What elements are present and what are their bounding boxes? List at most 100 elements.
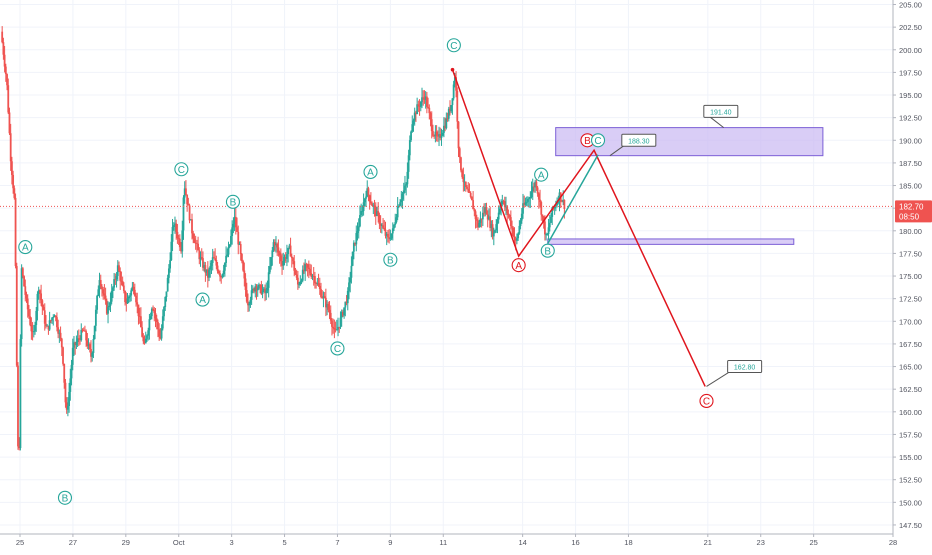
candle-body: [333, 328, 336, 330]
candle-body: [496, 219, 499, 225]
candle-body: [81, 329, 84, 331]
candle-body: [374, 207, 377, 217]
candle-body: [251, 288, 254, 291]
candle-body: [135, 295, 137, 303]
candle-body: [328, 309, 331, 313]
candle-body: [351, 251, 354, 266]
callout-layer: 191.40 188.30 162.80: [609, 104, 763, 387]
candle-body: [304, 263, 307, 272]
price-callout[interactable]: 188.30: [609, 133, 657, 157]
candle-body: [556, 202, 558, 206]
x-tick-label: 14: [518, 538, 526, 547]
candle-body: [99, 280, 102, 287]
candle-body: [541, 214, 544, 217]
candle-body: [270, 257, 273, 267]
candle-body: [526, 198, 529, 202]
candle-body: [199, 257, 202, 260]
candle-body: [449, 108, 451, 112]
price-callout[interactable]: 162.80: [706, 360, 763, 387]
candle-body: [52, 317, 55, 318]
candle-body: [86, 340, 89, 346]
candle-body: [340, 311, 343, 318]
candle-body: [171, 226, 174, 242]
candle-body: [247, 301, 249, 306]
wave-path-red[interactable]: [451, 69, 706, 387]
candle-body: [275, 243, 277, 246]
candle-body: [507, 213, 510, 216]
candle-body: [3, 54, 6, 67]
candle-body: [228, 244, 231, 247]
candle-body: [421, 97, 423, 102]
wave-label-green-c: C: [590, 133, 606, 148]
candle-body: [213, 257, 215, 259]
candle-body: [350, 265, 353, 278]
candle-body: [501, 201, 504, 205]
candle-body: [154, 313, 157, 319]
y-tick-label: 157.50: [899, 430, 922, 439]
candle-body: [537, 193, 540, 200]
x-tick-label: Oct: [173, 538, 186, 547]
candle-body: [292, 258, 294, 262]
wave-label-c-text: C: [450, 41, 457, 52]
candle-body: [120, 280, 123, 282]
candle-body: [372, 205, 375, 207]
callout-box: [727, 360, 763, 374]
candle-body: [249, 299, 252, 304]
candle-body: [306, 264, 309, 268]
wave-path-green[interactable]: [547, 154, 599, 244]
y-tick-label: 170.00: [899, 317, 922, 326]
candle-body: [262, 288, 265, 291]
candle-body: [382, 225, 384, 228]
candle-body: [84, 330, 86, 332]
candle-body: [88, 344, 91, 350]
candle-body: [219, 273, 221, 277]
candle-body: [322, 296, 325, 298]
candle-body: [158, 329, 161, 337]
candle-body: [181, 230, 184, 252]
candle-body: [122, 285, 125, 291]
candle-body: [468, 191, 471, 193]
candle-body: [132, 286, 135, 290]
candle-body: [255, 286, 258, 291]
candle-body: [101, 286, 103, 290]
wave-label-a-text: A: [199, 295, 206, 306]
x-tick-label: 21: [704, 538, 712, 547]
candle-body: [256, 288, 259, 291]
candle-body: [288, 245, 291, 249]
candle-body: [73, 342, 75, 348]
candle-body: [205, 269, 208, 273]
candle-body: [296, 277, 299, 285]
target-zone-2[interactable]: [547, 238, 795, 245]
candle-body: [202, 258, 204, 268]
candle-layer: [1, 26, 566, 451]
candle-body: [472, 200, 475, 210]
x-tick-label: 9: [388, 538, 392, 547]
y-tick-label: 165.00: [899, 363, 922, 372]
candle-body: [287, 248, 290, 255]
candle-body: [517, 233, 520, 239]
candle-body: [165, 291, 168, 298]
wave-label-a: A: [363, 164, 378, 180]
candle-body: [93, 325, 96, 340]
wave-label-c-ring: [174, 162, 189, 177]
candle-body: [410, 131, 412, 141]
y-tick-label: 197.50: [899, 68, 922, 77]
candle-body: [470, 196, 473, 201]
candle-body: [355, 233, 358, 245]
price-callout[interactable]: 191.40: [703, 104, 739, 129]
candle-body: [453, 77, 456, 85]
candle-body: [189, 219, 192, 221]
candle-body: [174, 223, 176, 226]
candle-body: [29, 316, 32, 325]
candle-body: [47, 325, 50, 330]
candle-body: [418, 106, 421, 107]
candle-body: [187, 204, 190, 206]
wave-start-dot: [450, 67, 455, 72]
candle-body: [157, 321, 159, 330]
wave-label-b-text: B: [230, 197, 237, 208]
candle-body: [400, 199, 403, 203]
candle-body: [223, 262, 226, 271]
candle-body: [548, 222, 551, 228]
